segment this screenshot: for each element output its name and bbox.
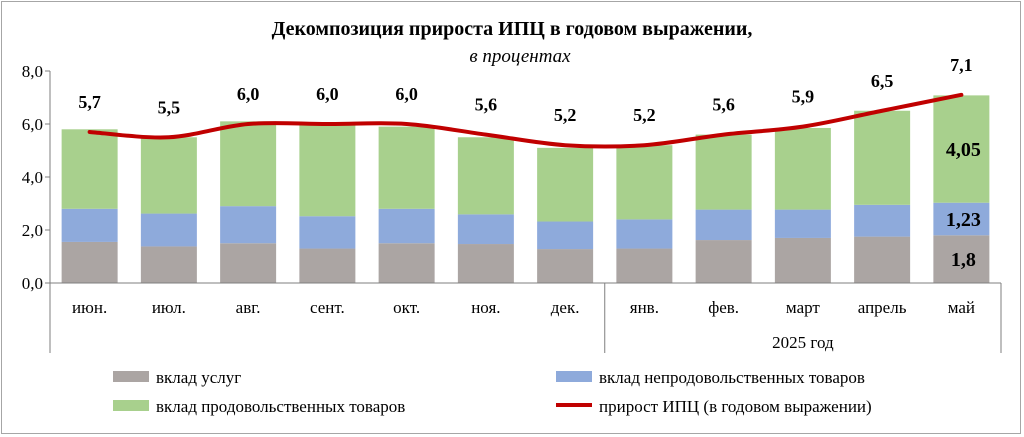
x-tick-label: апрель [858,298,907,317]
legend-item-cpi: прирост ИПЦ (в годовом выражении) [556,397,872,416]
legend-label-cpi: прирост ИПЦ (в годовом выражении) [599,397,872,416]
bar-segment [933,95,990,203]
bar-segment [140,246,197,283]
bar-segment [616,145,673,220]
segment-value-label: 1,23 [946,209,981,231]
bar-segment [220,121,277,207]
cpi-value-label: 5,7 [78,92,101,112]
bar-segment [616,219,673,249]
x-tick-label: авг. [236,298,261,317]
bar-segment [299,216,356,249]
cpi-value-label: 5,9 [792,87,815,107]
y-tick-label: 6,0 [22,115,43,134]
legend-item-food: вклад продовольственных товаров [113,397,405,416]
x-tick-label: июл. [152,298,186,317]
y-tick-label: 4,0 [22,168,43,187]
bar-segment [933,202,990,236]
cpi-value-label: 5,2 [554,105,577,125]
x-tick-label: сент. [310,298,345,317]
legend-swatch-nonfood [556,371,592,382]
bar-segment [537,249,594,283]
legend-label-services: вклад услуг [156,368,241,387]
cpi-value-label: 5,6 [475,95,498,115]
bar-segment [695,134,752,210]
cpi-value-label: 7,1 [950,55,973,75]
bar-segment [457,137,514,215]
bar-segment [774,237,831,283]
segment-value-label: 4,05 [946,139,981,161]
x-axis: 2025 год июн. июл. авг. сент. окт. ноя. дек. ян… [49,282,1002,353]
bar-segment [220,206,277,244]
cpi-line-group [87,92,964,149]
x-tick-label: окт. [393,298,420,317]
cpi-value-label: 6,5 [871,71,894,91]
x-tick-label: июн. [72,298,107,317]
bar-segment [61,208,118,242]
cpi-value-label: 6,0 [316,84,339,104]
bar-segment [854,110,911,205]
bar-segment [774,127,831,210]
cpi-value-label: 6,0 [237,84,260,104]
bars-group [61,95,990,283]
bar-segment [616,248,673,283]
bar-segment [854,236,911,283]
x-tick-label: март [786,298,820,317]
y-axis: 0,0 2,0 4,0 6,0 8,0 [22,62,51,293]
bar-segment [933,235,990,283]
year-group-label: 2025 год [772,333,834,352]
x-tick-label: фев. [708,298,739,317]
bar-segment [854,204,911,237]
legend-item-services: вклад услуг [113,368,241,387]
line-value-labels: 5,7 5,5 6,0 6,0 6,0 5,6 5,2 5,2 5,6 5,9 6,5 7,1 [78,55,972,125]
legend-swatch-food [113,400,149,411]
bar-segment [695,240,752,283]
bar-segment [457,214,514,245]
bar-segment [378,126,435,209]
bar-segment [61,129,118,209]
cpi-line [87,92,964,149]
bar-segment [140,137,197,214]
y-tick-label: 2,0 [22,221,43,240]
bar-segment [299,123,356,217]
bar-segment [695,209,752,241]
segment-value-label: 1,8 [951,249,976,271]
bar-segment [537,147,594,222]
bar-segment [378,243,435,283]
x-tick-label: май [948,298,975,317]
chart-subtitle: в процентах [469,46,571,67]
bar-segment [220,243,277,283]
cpi-value-label: 5,5 [158,97,181,117]
bar-segment [457,244,514,283]
x-tick-label: янв. [630,298,659,317]
y-tick-label: 8,0 [22,62,43,81]
legend-swatch-services [113,371,149,382]
chart-title: Декомпозиция прироста ИПЦ в годовом выра… [272,18,753,40]
cpi-value-label: 5,6 [712,95,735,115]
bar-segment [61,241,118,283]
x-tick-label: ноя. [471,298,500,317]
segment-labels-group: 1,8 1,23 4,05 [946,139,981,271]
x-tick-label: дек. [551,298,580,317]
cpi-value-label: 5,2 [633,105,656,125]
bar-segment [537,221,594,250]
legend-label-nonfood: вклад непродовольственных товаров [599,368,865,387]
bar-segment [140,213,197,247]
legend: вклад услуг вклад непродовольственных то… [113,368,872,416]
bar-segment [774,209,831,238]
legend-label-food: вклад продовольственных товаров [156,397,405,416]
cpi-value-label: 6,0 [395,84,418,104]
y-tick-label: 0,0 [22,274,43,293]
bar-segment [378,208,435,244]
legend-item-nonfood: вклад непродовольственных товаров [556,368,865,387]
bar-segment [299,248,356,283]
